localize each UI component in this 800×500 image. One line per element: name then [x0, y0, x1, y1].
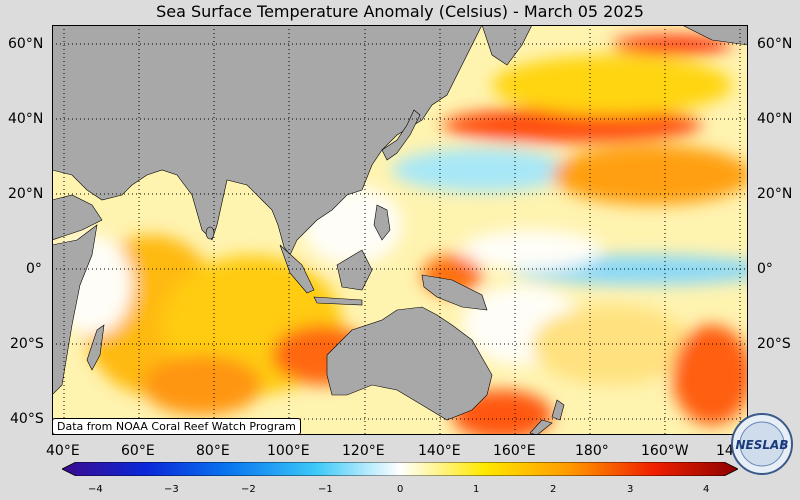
colorbar-tick-0: 0 — [397, 484, 404, 495]
land-borneo — [336, 249, 373, 291]
colorbar-tick-neg3: −3 — [164, 484, 179, 495]
land-new-guinea — [421, 274, 488, 311]
graticule — [52, 25, 748, 435]
colorbar-tick-1: 1 — [473, 484, 480, 495]
lat-label-40n: 40°N — [8, 111, 44, 127]
colorbar-tick-neg4: −4 — [88, 484, 103, 495]
lat-label-60n-right: 60°N — [757, 36, 793, 52]
lon-label-120e: 120°E — [342, 443, 385, 459]
colorbar-tick-neg1: −1 — [318, 484, 333, 495]
lon-label-180: 180° — [575, 443, 609, 459]
lat-label-0: 0° — [26, 261, 42, 277]
land-kamchatka — [481, 25, 533, 66]
land-arabia-africa — [52, 194, 103, 241]
land-alaska — [681, 25, 748, 46]
land-asia — [52, 25, 483, 256]
lon-label-60e: 60°E — [121, 443, 155, 459]
sst-anomaly-map — [52, 25, 748, 435]
lat-label-20s: 20°S — [10, 336, 44, 352]
lon-label-160w: 160°W — [641, 443, 689, 459]
land-africa — [52, 224, 98, 396]
land-philippines — [373, 204, 391, 241]
land-australia — [326, 306, 493, 421]
land-java — [313, 296, 363, 306]
land-new-zealand-south — [529, 419, 553, 435]
lat-label-20n: 20°N — [8, 186, 44, 202]
lat-label-60n: 60°N — [8, 36, 44, 52]
land-madagascar — [86, 324, 105, 371]
lon-label-40e: 40°E — [46, 443, 80, 459]
land-new-zealand — [551, 399, 565, 421]
colorbar-tick-neg2: −2 — [241, 484, 256, 495]
lon-label-100e: 100°E — [267, 443, 310, 459]
data-credit: Data from NOAA Coral Reef Watch Program — [52, 418, 301, 435]
colorbar-tick-2: 2 — [550, 484, 557, 495]
lat-label-20n-right: 20°N — [757, 186, 793, 202]
lat-label-20s-right: 20°S — [757, 336, 791, 352]
lon-label-160e: 160°E — [493, 443, 536, 459]
colorbar — [62, 462, 738, 476]
colorbar-tick-4: 4 — [703, 484, 710, 495]
map-title: Sea Surface Temperature Anomaly (Celsius… — [156, 2, 644, 21]
land — [52, 25, 748, 435]
logo-text: NESLAB — [736, 438, 789, 452]
neslab-logo: NESLAB — [731, 413, 793, 475]
lat-label-40n-right: 40°N — [757, 111, 793, 127]
lon-label-80e: 80°E — [196, 443, 230, 459]
land-japan — [381, 109, 421, 161]
colorbar-tick-3: 3 — [627, 484, 634, 495]
lat-label-40s: 40°S — [10, 411, 44, 427]
lat-label-0-right: 0° — [757, 261, 773, 277]
lon-label-140e: 140°E — [418, 443, 461, 459]
